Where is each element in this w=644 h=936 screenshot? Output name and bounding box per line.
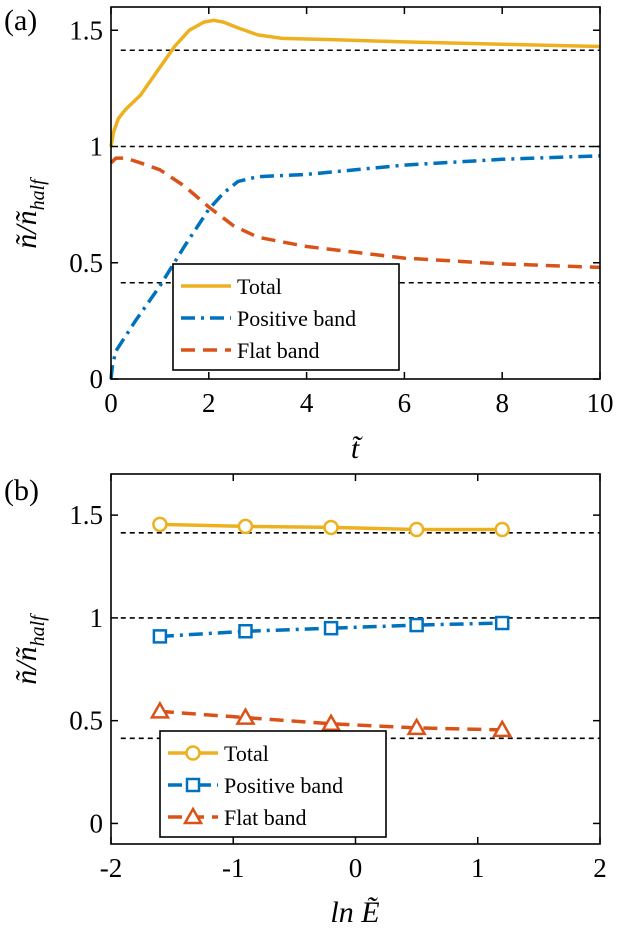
panel-a-ylabel: ñ/ñhalf — [10, 177, 49, 249]
panel-b-data-point — [494, 615, 510, 631]
panel-a-series-0 — [109, 18, 601, 147]
panel-b-y-tick-label: 1.5 — [69, 500, 103, 530]
panel-b-x-tick-label: 2 — [593, 853, 607, 883]
panel-b-legend-label: Total — [224, 741, 269, 766]
panel-b-series-0 — [152, 516, 510, 538]
panel-b-ylabel-main: ñ/ñ — [10, 646, 43, 684]
svg-text:ñ/ñhalf: ñ/ñhalf — [10, 177, 49, 249]
panel-b-data-point — [494, 521, 510, 538]
panel-b-legend: Total Positive band Flat band — [159, 730, 387, 838]
panel-a-y-tick-label: 0 — [90, 364, 104, 394]
panel-b-data-point — [406, 717, 427, 736]
panel-b-data-point — [409, 617, 424, 633]
panel-a-x-tick-label: 2 — [202, 388, 216, 418]
panel-a-x-tick-label: 0 — [104, 388, 118, 418]
panel-b-xlabel: ln Ẽ — [330, 896, 379, 929]
panel-b-data-point — [323, 620, 339, 636]
panel-a-series-line — [109, 154, 601, 380]
panel-a-series-2 — [109, 156, 601, 270]
panel-a-ylabel-main: ñ/ñ — [10, 210, 43, 248]
panel-b-legend-marker — [185, 745, 201, 761]
panel-b-x-tick-label: 0 — [349, 853, 363, 883]
panel-b-ylabel: ñ/ñhalf — [10, 613, 49, 685]
panel-b-plot-area: -2 -1 0 1 2 0 0.5 1 1.5 Total Positive band Flat ba… — [69, 473, 607, 883]
panel-a-series-line — [109, 18, 601, 147]
panel-b-data-point — [238, 624, 253, 639]
panel-b-ylabel-sub: half — [27, 613, 49, 647]
panel-b-series-line — [159, 709, 503, 732]
panel-b-data-point — [149, 700, 171, 719]
panel-a-x-tick-label: 10 — [587, 388, 614, 418]
panel-b-label: (b) — [4, 474, 39, 507]
panel-a-legend-label: Positive band — [237, 306, 356, 331]
panel-b-y-tick-label: 0 — [90, 808, 104, 838]
panel-b-data-point — [152, 516, 168, 533]
panel-a-axes-frame — [110, 6, 601, 380]
panel-b-series-1 — [152, 615, 510, 644]
panel-b-data-point — [235, 707, 256, 725]
panel-a-legend-label: Total — [237, 274, 282, 299]
panel-b-x-tick-label: 1 — [471, 853, 485, 883]
panel-a-x-tick-label: 6 — [398, 388, 412, 418]
panel-a-label: (a) — [4, 4, 37, 37]
panel-b-data-point — [320, 713, 342, 731]
panel-b-series-2 — [149, 700, 513, 738]
panel-a-xlabel: t̃ — [351, 432, 363, 465]
panel-a-plot-area: 0 2 4 6 8 10 0 0.5 1 1.5 Total Positive band Flat ba… — [69, 6, 614, 418]
panel-b-legend-label: Positive band — [224, 773, 343, 798]
panel-b-data-point — [408, 521, 425, 538]
panel-a: (a) ñ/ñhalf t̃ 0 2 4 6 8 10 0 0.5 1 1.5 Total Posit… — [4, 4, 614, 465]
panel-b-y-tick-label: 0.5 — [69, 706, 103, 736]
panel-b-data-point — [492, 719, 513, 738]
panel-a-y-tick-label: 1 — [90, 132, 104, 162]
panel-b-data-point — [237, 518, 254, 535]
svg-text:ñ/ñhalf: ñ/ñhalf — [10, 613, 49, 685]
panel-a-x-tick-label: 8 — [495, 388, 509, 418]
panel-b: (b) ñ/ñhalf ln Ẽ -2 -1 0 1 2 0 0.5 1 1.5 Total Pos… — [4, 473, 607, 929]
panel-a-y-tick-label: 0.5 — [69, 248, 103, 278]
panel-b-x-tick-label: -1 — [222, 853, 245, 883]
panel-a-series-line — [109, 156, 601, 270]
panel-a-x-tick-label: 4 — [300, 388, 314, 418]
panel-b-y-tick-label: 1 — [90, 603, 104, 633]
panel-b-x-tick-label: -2 — [100, 853, 123, 883]
panel-a-series-1 — [109, 154, 601, 380]
panel-b-legend-label: Flat band — [224, 805, 307, 830]
panel-b-legend-marker — [185, 777, 201, 793]
panel-a-ylabel-sub: half — [27, 177, 49, 211]
panel-a-legend: Total Positive band Flat band — [172, 263, 400, 371]
panel-b-data-point — [152, 629, 168, 644]
panel-b-legend-marker — [182, 806, 204, 825]
panel-a-y-tick-label: 1.5 — [69, 15, 103, 45]
panel-a-legend-label: Flat band — [237, 338, 320, 363]
panel-b-data-point — [323, 519, 339, 536]
